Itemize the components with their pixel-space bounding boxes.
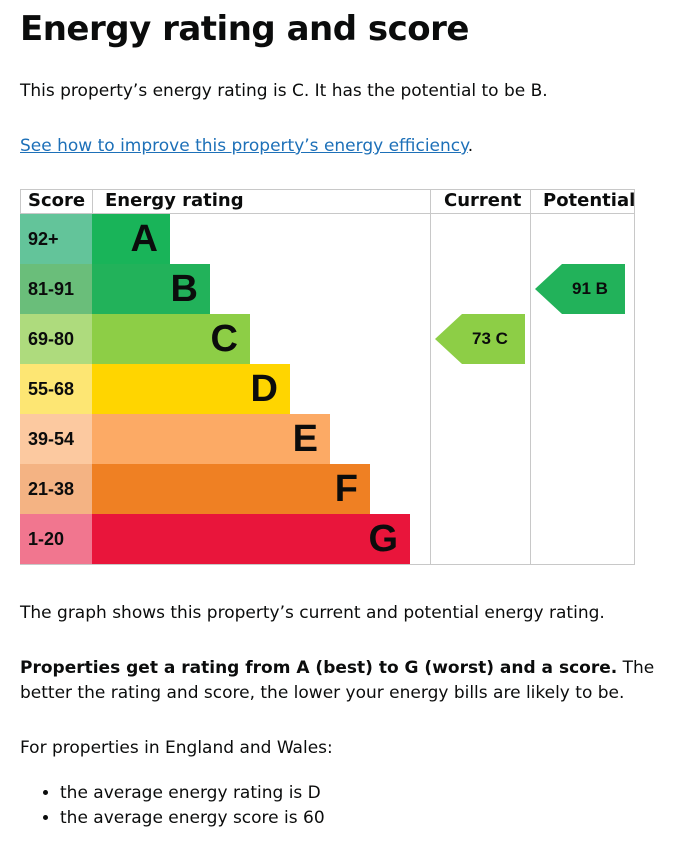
score-band-f: 21-38 xyxy=(20,464,92,514)
rating-bar-g: G xyxy=(92,514,410,564)
rating-bar-c: C xyxy=(92,314,250,364)
score-band-d: 55-68 xyxy=(20,364,92,414)
potential-rating-label: 91 B xyxy=(572,279,608,298)
potential-column-divider xyxy=(530,189,531,565)
current-column-divider xyxy=(430,189,431,565)
rating-bar-d: D xyxy=(92,364,290,414)
current-rating-label: 73 C xyxy=(472,329,508,348)
improve-paragraph: See how to improve this property’s energ… xyxy=(20,134,473,159)
score-band-a: 92+ xyxy=(20,214,92,264)
rating-letter-f: F xyxy=(334,468,358,510)
ratings-explanation: Properties get a rating from A (best) to… xyxy=(20,656,660,706)
averages-list: the average energy rating is D the avera… xyxy=(20,781,325,831)
epc-chart: Score Energy rating Current Potential 92… xyxy=(20,189,635,565)
rating-bar-b: B xyxy=(92,264,210,314)
current-header: Current xyxy=(444,190,522,211)
score-band-g: 1-20 xyxy=(20,514,92,564)
rating-letter-e: E xyxy=(292,418,318,460)
rating-bar-e: E xyxy=(92,414,330,464)
rating-letter-g: G xyxy=(368,518,398,560)
rating-bar-f: F xyxy=(92,464,370,514)
average-rating-item: the average energy rating is D xyxy=(60,781,325,806)
rating-letter-d: D xyxy=(250,368,278,410)
score-header: Score xyxy=(28,190,86,211)
improve-efficiency-link[interactable]: See how to improve this property’s energ… xyxy=(20,136,468,156)
average-score-item: the average energy score is 60 xyxy=(60,806,325,831)
average-intro: For properties in England and Wales: xyxy=(20,738,333,758)
link-suffix: . xyxy=(467,136,474,156)
rating-letter-b: B xyxy=(170,268,198,310)
rating-bar-a: A xyxy=(92,214,170,264)
page-title: Energy rating and score xyxy=(20,9,470,49)
ratings-explanation-bold: Properties get a rating from A (best) to… xyxy=(20,658,618,678)
graph-note: The graph shows this property’s current … xyxy=(20,603,605,623)
score-band-e: 39-54 xyxy=(20,414,92,464)
score-band-c: 69-80 xyxy=(20,314,92,364)
rating-letter-c: C xyxy=(210,318,238,360)
rating-letter-a: A xyxy=(130,218,158,260)
ratings-explanation-rest: The better the rating and score, the low… xyxy=(20,658,655,703)
score-band-b: 81-91 xyxy=(20,264,92,314)
potential-header: Potential xyxy=(543,190,636,211)
rating-summary: This property’s energy rating is C. It h… xyxy=(20,81,548,101)
energy-rating-header: Energy rating xyxy=(105,190,244,211)
header-divider xyxy=(20,213,635,214)
